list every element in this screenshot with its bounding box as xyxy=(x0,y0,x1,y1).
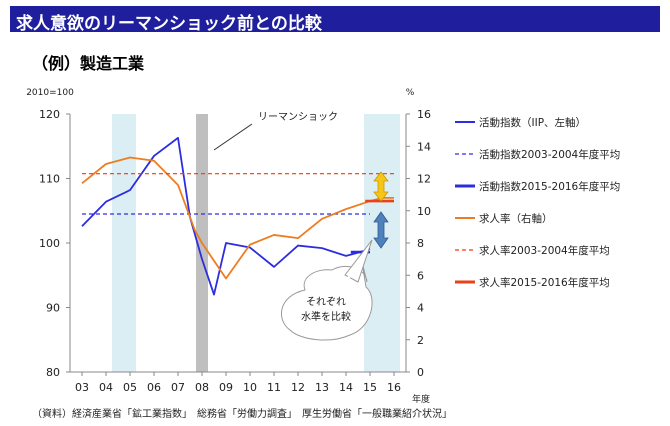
callout-bubble xyxy=(281,261,373,341)
right-tick-label: 16 xyxy=(417,108,431,121)
callout-tail xyxy=(344,239,373,283)
x-tick-label: 07 xyxy=(171,381,185,394)
callout-tail-joint xyxy=(344,274,353,281)
left-tick-label: 100 xyxy=(39,237,60,250)
right-tick-label: 8 xyxy=(417,237,424,250)
x-tick-label: 13 xyxy=(315,381,329,394)
callout-text: 水準を比較 xyxy=(301,310,351,323)
left-tick-label: 90 xyxy=(46,302,60,315)
right-tick-label: 14 xyxy=(417,140,431,153)
page-title: 求人意欲のリーマンショック前との比較 xyxy=(16,14,322,34)
x-tick-label: 05 xyxy=(123,381,137,394)
chart-subtitle: （例）製造工業 xyxy=(32,54,145,73)
left-tick-label: 80 xyxy=(46,366,60,379)
x-tick-label: 03 xyxy=(75,381,89,394)
x-unit-label: 年度 xyxy=(412,393,430,405)
x-tick-label: 16 xyxy=(387,381,401,394)
x-tick-label: 06 xyxy=(147,381,161,394)
x-tick-label: 04 xyxy=(99,381,113,394)
legend-label: 求人率2003-2004年度平均 xyxy=(479,244,610,257)
x-tick-label: 15 xyxy=(363,381,377,394)
right-tick-label: 6 xyxy=(417,269,424,282)
right-tick-label: 2 xyxy=(417,334,424,347)
source-note: （資料）経済産業省「鉱工業指数」 総務省「労働力調査」 厚生労働省「一般職業紹介… xyxy=(32,409,452,420)
x-tick-label: 08 xyxy=(195,381,209,394)
right-tick-label: 4 xyxy=(417,302,424,315)
x-tick-label: 11 xyxy=(267,381,281,394)
legend-label: 活動指数2015-2016年度平均 xyxy=(479,180,620,193)
gap-arrow-activity xyxy=(373,211,389,249)
right-tick-label: 0 xyxy=(417,366,424,379)
right-tick-label: 10 xyxy=(417,205,431,218)
annotation-text: リーマンショック xyxy=(258,111,338,123)
left-unit-label: 2010=100 xyxy=(26,88,74,98)
x-tick-label: 10 xyxy=(243,381,257,394)
shaded-region xyxy=(112,114,136,372)
legend-label: 活動指数2003-2004年度平均 xyxy=(479,148,620,161)
right-unit-label: % xyxy=(406,88,415,98)
x-tick-label: 14 xyxy=(339,381,353,394)
legend-label: 求人率（右軸） xyxy=(479,212,553,225)
gap-arrow-jobs xyxy=(373,171,389,202)
title-bar: 求人意欲のリーマンショック前との比較 xyxy=(10,6,660,34)
left-tick-label: 120 xyxy=(39,108,60,121)
x-tick-label: 12 xyxy=(291,381,305,394)
callout-text: それぞれ xyxy=(306,296,346,308)
series-line xyxy=(81,156,394,280)
left-tick-label: 110 xyxy=(39,173,60,186)
right-tick-label: 12 xyxy=(417,173,431,186)
legend-label: 活動指数（IIP、左軸） xyxy=(479,116,586,129)
legend-label: 求人率2015-2016年度平均 xyxy=(479,276,610,289)
x-tick-label: 09 xyxy=(219,381,233,394)
annotation-pointer xyxy=(213,123,253,151)
